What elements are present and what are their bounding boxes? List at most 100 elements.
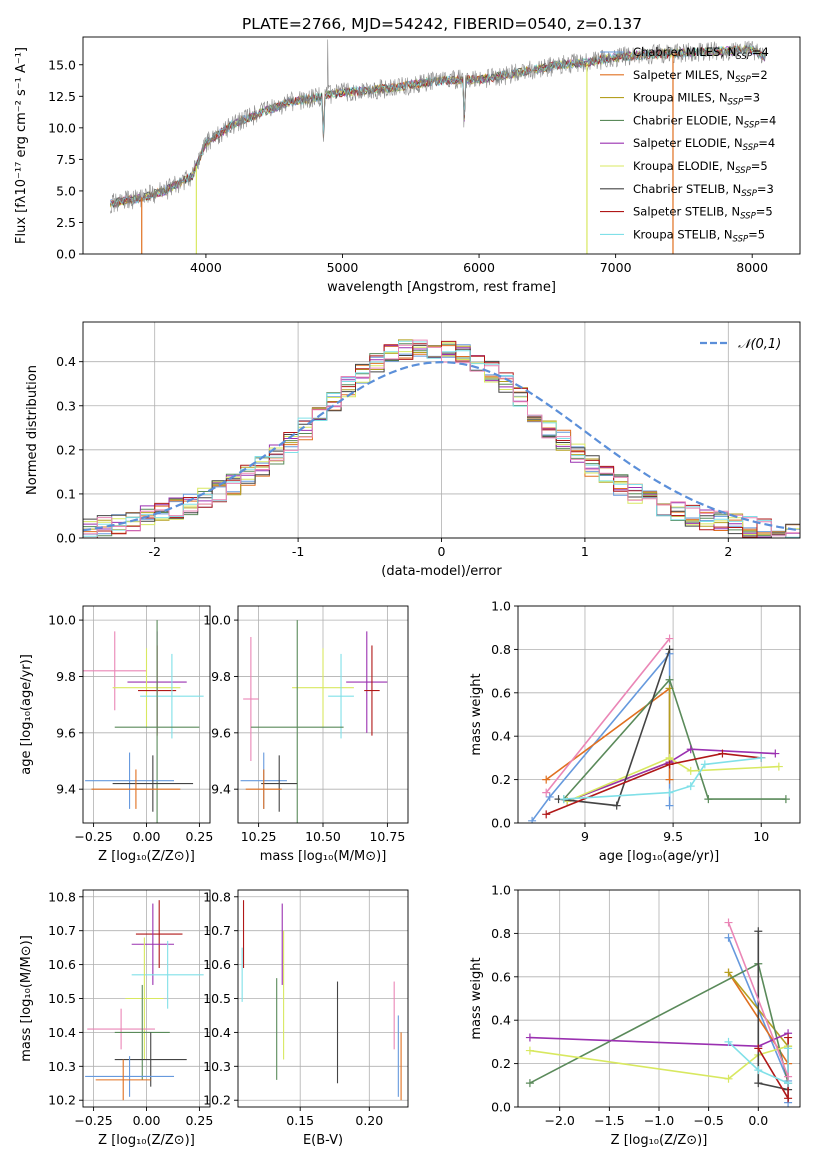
x-tick-label: 0.20	[355, 1113, 383, 1128]
y-tick-label: 0.0	[491, 1100, 511, 1115]
x-tick-label: 10.75	[369, 829, 405, 844]
weight-marker	[545, 792, 554, 801]
y-tick-label: 1.0	[491, 883, 511, 898]
y-tick-label: 0.8	[491, 926, 511, 941]
weight-marker	[754, 927, 763, 936]
y-axis-label: age [log₁₀(age/yr)]	[19, 654, 34, 775]
weight-marker	[665, 634, 674, 643]
x-axis-label: Z [log₁₀(Z/Z⊙)]	[611, 1133, 708, 1148]
x-tick-label: 0.25	[185, 1113, 213, 1128]
weight-marker	[784, 1044, 793, 1053]
legend-label-main: Kroupa STELIB, N	[633, 227, 733, 241]
legend-label-sub: SSP	[740, 212, 756, 222]
x-tick-label: −0.25	[74, 829, 112, 844]
x-tick-label: 10.50	[305, 829, 341, 844]
y-tick-label: 15.0	[48, 57, 76, 72]
y-tick-label: 10.0	[203, 613, 231, 628]
x-tick-label: 5000	[327, 260, 359, 275]
weight-marker	[686, 782, 695, 791]
legend-label-sub: SSP	[735, 166, 751, 176]
legend-label-tail: =5	[748, 227, 765, 241]
y-tick-label: 0.0	[491, 816, 511, 831]
y-tick-label: 0.1	[56, 486, 76, 501]
weight-line	[567, 748, 776, 803]
y-tick-label: 0.3	[56, 398, 76, 413]
y-tick-label: 0.2	[491, 772, 511, 787]
x-tick-label: −2.0	[545, 1113, 575, 1128]
y-tick-label: 10.6	[48, 957, 76, 972]
axes-frame	[82, 36, 801, 255]
x-tick-label: 10.25	[241, 829, 277, 844]
legend-label-tail: =3	[743, 91, 760, 105]
y-tick-label: 7.5	[56, 152, 76, 167]
x-tick-label: −0.25	[74, 1113, 112, 1128]
y-tick-label: 10.7	[48, 923, 76, 938]
chart-mass_vs_EBV: 0.15 0.20 10.2 10.3 10.4 10.5 10.6 10.7 10.8 E(B-…	[203, 889, 409, 1148]
y-tick-label: 10.4	[203, 1025, 231, 1040]
legend-label-tail: =3	[757, 182, 774, 196]
y-tick-label: 10.3	[48, 1059, 76, 1074]
legend-label-main: Kroupa MILES, N	[633, 91, 728, 105]
weight-marker	[757, 753, 766, 762]
y-tick-label: 9.4	[56, 782, 76, 797]
x-axis-label: Z [log₁₀(Z/Z⊙)]	[98, 849, 195, 864]
weight-marker	[724, 1037, 733, 1046]
y-tick-label: 0.2	[491, 1056, 511, 1071]
legend: 𝒩(0,1)	[700, 337, 781, 352]
weight-marker	[724, 918, 733, 927]
legend-label-main: Chabrier STELIB, N	[633, 182, 741, 196]
y-tick-label: 10.6	[203, 957, 231, 972]
y-tick-label: 0.2	[56, 442, 76, 457]
y-tick-label: 10.8	[203, 889, 231, 904]
y-tick-label: 0.0	[56, 247, 76, 262]
y-axis-label: mass weight	[469, 673, 484, 755]
x-tick-label: 8000	[736, 260, 768, 275]
weight-marker	[724, 1074, 733, 1083]
weight-marker	[754, 1066, 763, 1075]
weight-marker	[784, 1072, 793, 1081]
y-tick-label: 10.7	[203, 923, 231, 938]
chart-mass_vs_Z: −0.25 0.00 0.25 10.2 10.3 10.4 10.5 10.6 10.7 10.…	[19, 889, 213, 1148]
weight-marker	[542, 810, 551, 819]
y-tick-label: 9.8	[211, 669, 231, 684]
chart-weight_vs_age: 9 9.5 10 0.0 0.2 0.4 0.6 0.8 1.0 age [log₁₀(age/y…	[469, 599, 801, 864]
legend-label: Salpeter ELODIE, NSSP=4	[633, 136, 775, 153]
legend-label-tail: =4	[758, 136, 775, 150]
legend-label: Chabrier ELODIE, NSSP=4	[633, 113, 776, 130]
y-tick-label: 0.4	[491, 1013, 511, 1028]
chart-weight_vs_Z: −2.0 −1.5 −1.0 −0.5 0.0 0.0 0.2 0.4 0.6 0.8 1.0 Z […	[469, 883, 801, 1148]
x-tick-label: 1	[581, 544, 589, 559]
weight-marker	[774, 762, 783, 771]
y-tick-label: 9.6	[56, 725, 76, 740]
legend-label: Kroupa ELODIE, NSSP=5	[633, 159, 768, 176]
y-axis-label: Normed distribution	[25, 365, 40, 495]
x-axis-label: (data-model)/error	[381, 564, 502, 579]
weight-marker	[665, 788, 674, 797]
x-axis-label: mass [log₁₀(M/M⊙)]	[260, 849, 387, 864]
y-tick-label: 10.5	[48, 991, 76, 1006]
y-tick-label: 10.0	[48, 120, 76, 135]
y-tick-label: 10.2	[48, 1093, 76, 1108]
axes-frame	[517, 605, 801, 824]
weight-marker	[724, 968, 733, 977]
y-tick-label: 5.0	[56, 183, 76, 198]
weight-marker	[525, 1079, 534, 1088]
plot-marks	[240, 620, 388, 823]
legend-label-sub: SSP	[736, 52, 752, 62]
weight-marker	[724, 933, 733, 942]
y-tick-label: 0.6	[491, 969, 511, 984]
weight-marker	[754, 1079, 763, 1088]
weight-marker	[718, 749, 727, 758]
y-tick-label: 0.4	[491, 729, 511, 744]
y-tick-label: 9.8	[56, 669, 76, 684]
x-tick-label: 10	[753, 829, 769, 844]
legend-label-tail: =5	[751, 159, 768, 173]
weight-marker	[559, 795, 568, 804]
weight-line	[545, 637, 671, 794]
figure-title: PLATE=2766, MJD=54242, FIBERID=0540, z=0…	[242, 15, 642, 33]
y-tick-label: 10.0	[48, 613, 76, 628]
x-axis-label: wavelength [Angstrom, rest frame]	[327, 280, 556, 295]
weight-marker	[700, 760, 709, 769]
x-tick-label: -1	[292, 544, 304, 559]
